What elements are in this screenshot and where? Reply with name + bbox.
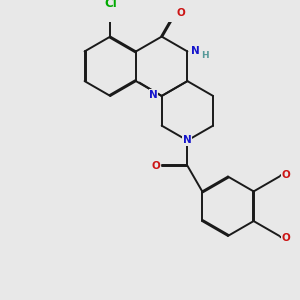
Text: N: N [149, 90, 158, 100]
Text: Cl: Cl [104, 0, 117, 10]
Text: O: O [281, 170, 290, 180]
Text: O: O [151, 161, 160, 171]
Text: H: H [201, 51, 209, 60]
Text: O: O [176, 8, 185, 18]
Text: O: O [281, 233, 290, 243]
Text: N: N [191, 46, 200, 56]
Text: N: N [183, 136, 192, 146]
